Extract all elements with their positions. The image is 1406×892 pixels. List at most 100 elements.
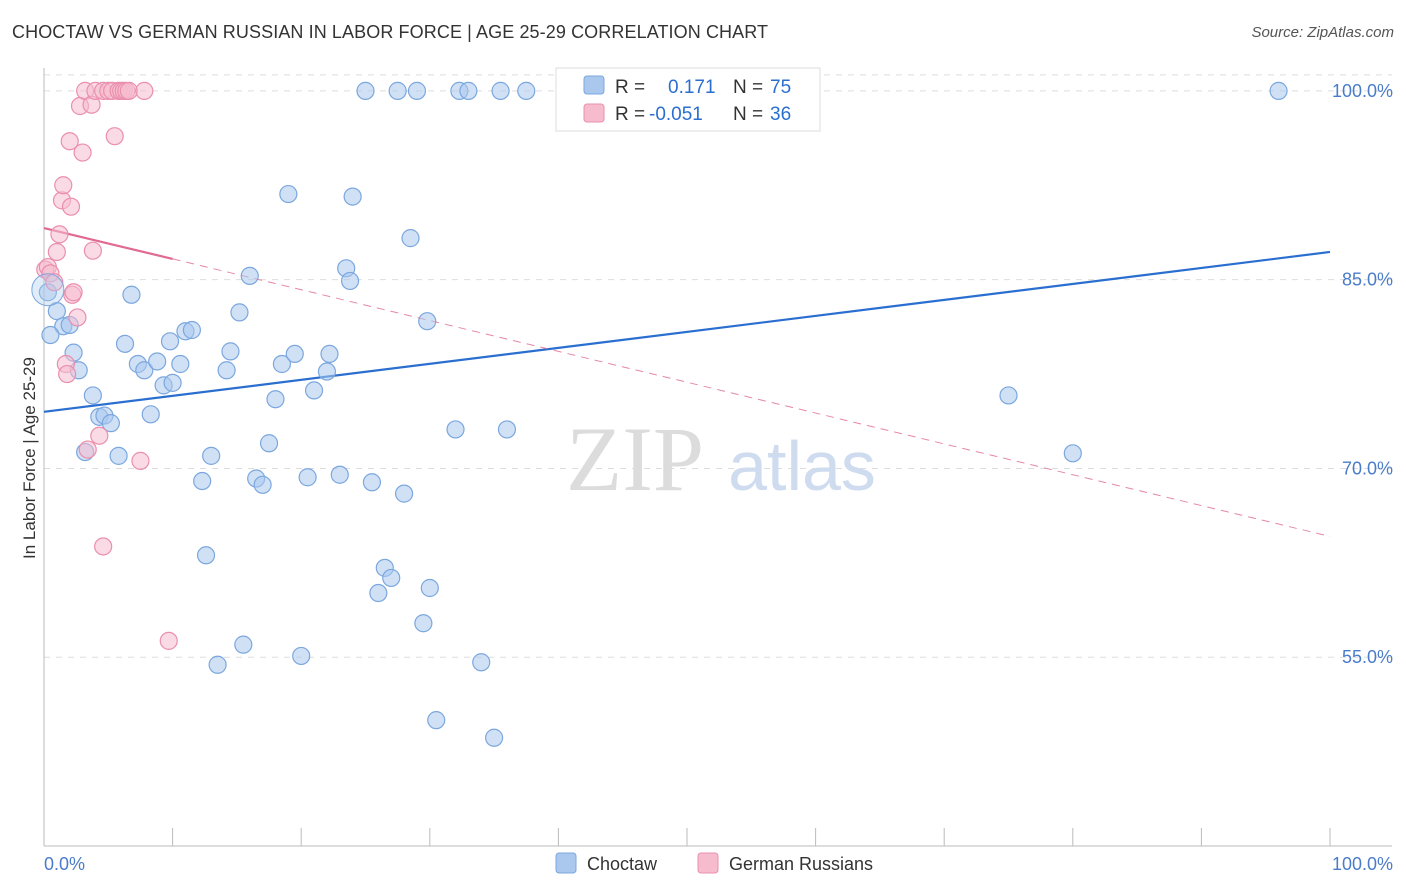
choctaw-point bbox=[285, 344, 304, 364]
choctaw-point bbox=[259, 434, 279, 453]
choctaw-point bbox=[135, 361, 154, 380]
choctaw-point bbox=[320, 344, 339, 364]
r-value-german-russians: -0.051 bbox=[649, 104, 703, 125]
choctaw-point bbox=[217, 361, 236, 380]
source-credit: Source: ZipAtlas.com bbox=[1251, 24, 1394, 41]
german-russians-point bbox=[119, 81, 138, 100]
choctaw-point bbox=[304, 381, 324, 400]
choctaw-point bbox=[472, 653, 491, 672]
german-russians-point bbox=[105, 127, 124, 146]
choctaw-point bbox=[230, 303, 249, 322]
german-russians-point bbox=[159, 631, 178, 650]
choctaw-point bbox=[1063, 444, 1082, 463]
choctaw-point bbox=[356, 81, 375, 100]
choctaw-point bbox=[115, 334, 135, 353]
watermark-atlas: atlas bbox=[728, 427, 876, 505]
series-legend[interactable]: Choctaw German Russians bbox=[555, 852, 873, 874]
choctaw-cluster-point bbox=[31, 273, 65, 307]
german-russians-point bbox=[90, 426, 109, 445]
choctaw-point bbox=[208, 655, 227, 674]
choctaw-point bbox=[279, 184, 298, 204]
n-label-german-russians: N = bbox=[733, 104, 763, 125]
choctaw-point bbox=[343, 187, 362, 206]
choctaw-point bbox=[109, 446, 128, 465]
choctaw-point bbox=[497, 420, 517, 439]
y-tick-label: 70.0% bbox=[1342, 458, 1393, 478]
chart-title: CHOCTAW VS GERMAN RUSSIAN IN LABOR FORCE… bbox=[12, 22, 769, 42]
choctaw-point bbox=[317, 362, 337, 381]
watermark: ZIP atlas bbox=[566, 408, 876, 510]
choctaw-point bbox=[427, 711, 446, 730]
german-russians-point bbox=[68, 308, 87, 327]
r-value-choctaw: 0.171 bbox=[668, 77, 716, 98]
trend-line-german-russians-extension bbox=[172, 258, 1331, 537]
choctaw-point bbox=[446, 420, 465, 439]
choctaw-point bbox=[292, 646, 311, 666]
choctaw-point bbox=[83, 386, 102, 405]
choctaw-point bbox=[148, 352, 167, 371]
german-russians-point bbox=[61, 197, 81, 216]
german-russians-point bbox=[58, 364, 77, 384]
german-russians-point bbox=[64, 283, 83, 302]
choctaw-point bbox=[253, 475, 272, 494]
choctaw-point bbox=[485, 728, 504, 747]
choctaw-point bbox=[41, 325, 60, 345]
y-tick-label: 55.0% bbox=[1342, 647, 1393, 667]
german-russians-point bbox=[83, 241, 102, 260]
choctaw-point bbox=[141, 405, 160, 424]
choctaw-point bbox=[240, 266, 259, 285]
german-russians-point bbox=[50, 225, 69, 244]
r-label-german-russians: R = bbox=[615, 104, 645, 125]
legend-label-choctaw: Choctaw bbox=[587, 854, 658, 874]
german-russians-point bbox=[60, 132, 79, 151]
choctaw-point bbox=[369, 583, 388, 603]
n-value-german-russians: 36 bbox=[770, 104, 791, 125]
choctaw-point bbox=[182, 320, 201, 340]
legend-label-german-russians: German Russians bbox=[729, 854, 873, 874]
choctaw-point bbox=[171, 354, 190, 374]
choctaw-point bbox=[202, 446, 221, 465]
y-tick-label: 85.0% bbox=[1342, 270, 1393, 290]
svg-text:R =: R = bbox=[615, 77, 645, 98]
x-tick-label: 0.0% bbox=[44, 854, 85, 874]
choctaw-point bbox=[340, 271, 360, 291]
n-label-choctaw: N = bbox=[733, 77, 763, 98]
legend-swatch-german-russians bbox=[697, 852, 719, 874]
german-russians-point bbox=[78, 440, 97, 459]
choctaw-point bbox=[420, 578, 439, 598]
data-points bbox=[31, 81, 1288, 747]
x-tick-label: 100.0% bbox=[1332, 854, 1393, 874]
watermark-zip: ZIP bbox=[566, 408, 704, 510]
choctaw-point bbox=[418, 312, 437, 331]
r-label-choctaw: R = bbox=[615, 77, 645, 98]
y-tick-label: 100.0% bbox=[1332, 81, 1393, 101]
choctaw-point bbox=[234, 635, 253, 654]
tick-labels: 55.0% 70.0% 85.0% 100.0% 0.0% 100.0% bbox=[44, 81, 1393, 874]
choctaw-point bbox=[122, 285, 141, 304]
german-russians-point bbox=[94, 537, 113, 556]
choctaw-point bbox=[459, 81, 478, 100]
choctaw-point bbox=[407, 81, 427, 100]
stats-legend: R = 0.171 N = 75 R = -0.051 N = 36 bbox=[555, 67, 821, 132]
german-russians-point bbox=[54, 176, 73, 195]
choctaw-point bbox=[401, 229, 420, 248]
legend-swatch-choctaw bbox=[555, 852, 577, 874]
choctaw-point bbox=[362, 473, 382, 492]
axes bbox=[43, 68, 1392, 847]
choctaw-point bbox=[266, 390, 285, 409]
trend-line-choctaw bbox=[43, 250, 1331, 413]
choctaw-point bbox=[160, 332, 180, 351]
choctaw-point bbox=[382, 568, 401, 588]
german-russians-point bbox=[135, 81, 154, 100]
choctaw-point bbox=[196, 546, 216, 565]
german-russians-point bbox=[131, 451, 150, 470]
choctaw-point bbox=[298, 468, 317, 487]
stats-legend-swatch-choctaw bbox=[583, 75, 605, 95]
choctaw-point bbox=[394, 484, 414, 503]
choctaw-point bbox=[193, 471, 212, 491]
choctaw-point bbox=[1269, 81, 1288, 100]
n-value-choctaw: 75 bbox=[770, 77, 791, 98]
stats-legend-swatch-german-russians bbox=[583, 103, 605, 123]
gridlines bbox=[44, 74, 1392, 658]
